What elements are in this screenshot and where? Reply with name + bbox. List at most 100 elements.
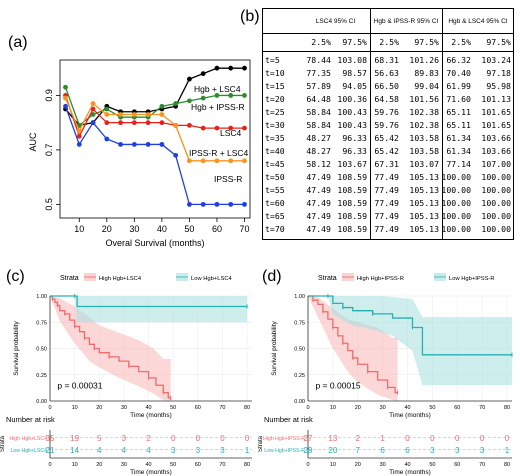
km-pvalue: p = 0.00031 xyxy=(57,380,102,390)
auc-data-point xyxy=(76,133,82,139)
risk-x-tick-label: 10 xyxy=(330,462,336,468)
table-cell: 108.59 xyxy=(337,185,367,195)
auc-data-point xyxy=(214,65,220,71)
auc-data-point xyxy=(187,122,192,128)
table-cell: 98.57 xyxy=(342,68,367,78)
table-row-time: t=20 xyxy=(265,94,285,104)
risk-count: 29 xyxy=(304,446,313,455)
table-header-hgb-lsc4: Hgb & LSC4 95% CI xyxy=(448,17,508,25)
table-cell: 58.84 xyxy=(306,120,331,130)
auc-data-point xyxy=(118,120,123,126)
km-plot-hgb-ipssr: Strata High Hgb+IPSS-R Low Hgb+IPSS-R0.000… xyxy=(258,273,513,476)
auc-data-point xyxy=(90,120,96,126)
table-subheader-upper: 97.5% xyxy=(486,37,511,47)
table-cell: 61.99 xyxy=(446,81,471,91)
table-cell: 96.33 xyxy=(342,133,367,143)
auc-x-axis-label: Overal Survival (months) xyxy=(105,238,204,248)
auc-data-point xyxy=(173,152,179,158)
table-cell: 103.08 xyxy=(337,55,367,65)
km-legend-band xyxy=(84,273,96,281)
risk-x-tick-label: 70 xyxy=(219,462,225,468)
km-x-tick-label: 80 xyxy=(244,405,250,411)
table-cell: 77.49 xyxy=(374,172,399,182)
table-cell: 105.13 xyxy=(409,211,439,221)
km-survival-curve xyxy=(50,295,171,399)
table-row-time: t=30 xyxy=(265,120,285,130)
auc-data-point xyxy=(145,142,151,147)
risk-count: 3 xyxy=(196,446,201,455)
km-x-tick-label: 10 xyxy=(330,405,336,411)
table-cell: 47.49 xyxy=(306,224,331,234)
risk-count: 21 xyxy=(46,446,55,455)
table-cell: 89.83 xyxy=(414,68,439,78)
table-cell: 77.49 xyxy=(374,198,399,208)
panel-b-label: (b) xyxy=(240,8,260,25)
table-cell: 101.65 xyxy=(481,120,511,130)
table-cell: 47.49 xyxy=(306,211,331,221)
km-x-tick-label: 80 xyxy=(504,405,510,411)
table-cell: 58.12 xyxy=(306,159,331,169)
auc-data-point xyxy=(228,93,234,98)
table-cell: 96.33 xyxy=(342,146,367,156)
table-row-time: t=50 xyxy=(265,172,285,182)
table-cell: 97.18 xyxy=(486,68,511,78)
table-cell: 103.07 xyxy=(409,159,439,169)
table-cell: 105.13 xyxy=(409,185,439,195)
auc-data-point xyxy=(145,120,151,126)
risk-count: 3 xyxy=(430,446,435,455)
table-cell: 100.43 xyxy=(337,107,367,117)
risk-row-label: High Hgb+IPSS-R xyxy=(263,436,305,442)
auc-series-label: Hgb + IPSS-R xyxy=(191,102,245,112)
table-cell: 58.84 xyxy=(306,107,331,117)
risk-table-title: Number at risk xyxy=(6,415,55,424)
auc-data-point xyxy=(187,158,192,164)
table-cell: 70.40 xyxy=(446,68,471,78)
risk-y-axis-label: Strata xyxy=(258,435,264,452)
auc-data-point xyxy=(242,65,247,71)
table-cell: 101.65 xyxy=(481,107,511,117)
table-cell: 100.00 xyxy=(441,172,471,182)
table-cell: 61.34 xyxy=(446,133,471,143)
km-x-tick-label: 70 xyxy=(219,405,225,411)
km-x-tick-label: 50 xyxy=(170,405,176,411)
auc-y-axis-label: AUC xyxy=(28,132,38,152)
risk-x-tick-label: 20 xyxy=(96,462,102,468)
table-cell: 65.42 xyxy=(374,146,399,156)
auc-x-tick-label: 50 xyxy=(184,224,194,234)
auc-x-tick-label: 60 xyxy=(212,224,222,234)
table-cell: 108.59 xyxy=(337,211,367,221)
table-cell: 48.27 xyxy=(306,133,331,143)
risk-x-tick-label: 30 xyxy=(121,462,127,468)
km-x-tick-label: 50 xyxy=(429,405,435,411)
table-row-time: t=5 xyxy=(265,55,280,65)
auc-data-point xyxy=(200,95,206,101)
km-y-tick-label: 1.00 xyxy=(36,294,47,300)
auc-data-point xyxy=(90,106,96,112)
table-cell: 66.50 xyxy=(374,81,399,91)
table-cell: 65.42 xyxy=(374,133,399,143)
risk-count: 0 xyxy=(430,434,435,443)
auc-data-point xyxy=(159,142,165,147)
km-legend-band xyxy=(176,273,188,281)
km-legend-band xyxy=(434,273,446,281)
risk-row-label: High Hgb+LSC4 xyxy=(9,436,47,442)
auc-data-point xyxy=(76,128,82,134)
table-cell: 78.44 xyxy=(306,55,331,65)
auc-series-label: Hgb + LSC4 xyxy=(194,84,241,94)
risk-table-title: Number at risk xyxy=(264,415,313,424)
risk-count: 0 xyxy=(220,434,225,443)
table-subheader-upper: 97.5% xyxy=(414,37,439,47)
auc-data-point xyxy=(228,201,234,207)
km-survival-curve xyxy=(308,295,512,356)
auc-data-point xyxy=(145,112,151,117)
table-cell: 100.00 xyxy=(441,198,471,208)
table-row-time: t=45 xyxy=(265,159,285,169)
km-y-tick-label: 0.50 xyxy=(36,347,47,353)
panel-c-label: (c) xyxy=(6,268,25,285)
table-cell: 103.58 xyxy=(409,146,439,156)
table-cell: 108.59 xyxy=(337,224,367,234)
table-subheader-upper: 97.5% xyxy=(342,37,367,47)
table-cell: 77.49 xyxy=(374,185,399,195)
km-pvalue: p = 0.00015 xyxy=(315,380,360,390)
risk-x-tick-label: 80 xyxy=(244,462,250,468)
